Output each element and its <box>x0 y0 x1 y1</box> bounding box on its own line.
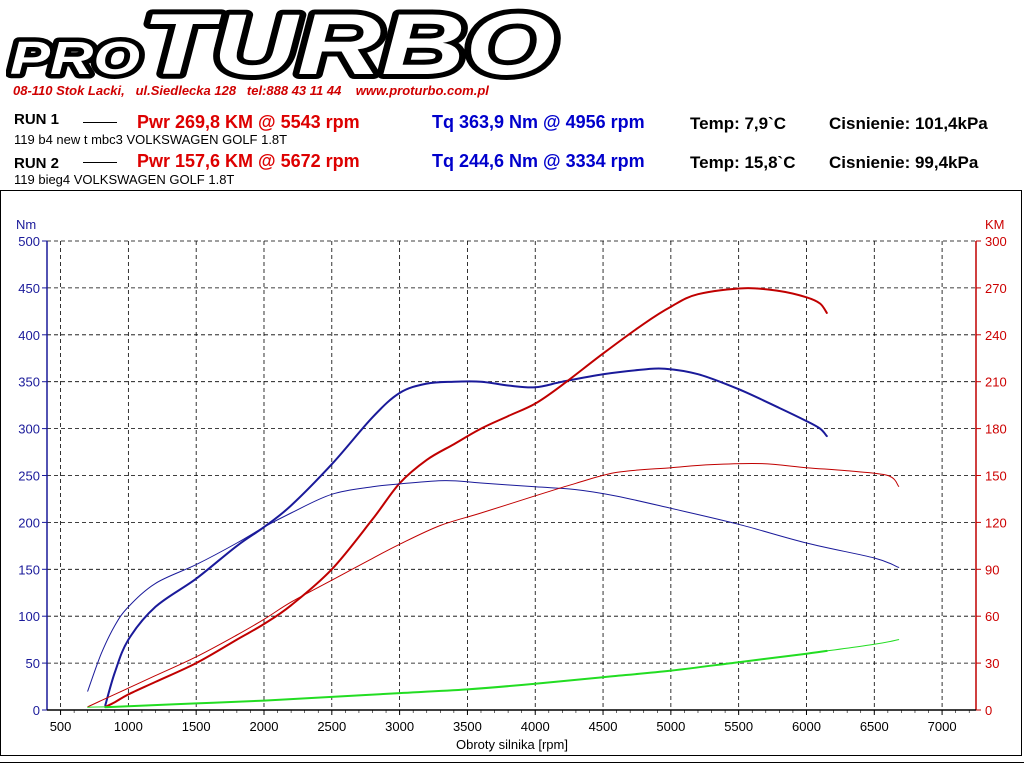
run2-temp: Temp: 15,8`C <box>690 153 796 172</box>
logo-pro-text: PRO <box>10 32 140 82</box>
x-tick-label: 6000 <box>792 719 821 734</box>
x-tick-label: 500 <box>50 719 72 734</box>
run2-torque: Tq 244,6 Nm @ 3334 rpm <box>432 151 645 171</box>
series <box>87 287 900 709</box>
y-left-tick-label: 250 <box>18 469 40 484</box>
address-line: 08-110 Stok Lacki, ul.Siedlecka 128 tel:… <box>13 83 489 98</box>
run2-pressure: Cisnienie: 99,4kPa <box>829 153 979 172</box>
grid <box>47 240 976 710</box>
y-right-tick-label: 30 <box>985 656 999 671</box>
y-right-tick-label: 270 <box>985 281 1007 296</box>
run1-description: 119 b4 new t mbc3 VOLKSWAGEN GOLF 1.8T <box>14 132 288 147</box>
x-tick-label: 2500 <box>317 719 346 734</box>
run2-line-sample <box>83 162 117 163</box>
x-tick-label: 3000 <box>385 719 414 734</box>
y-right-axis-label: KM <box>985 217 1005 232</box>
y-left-tick-label: 300 <box>18 422 40 437</box>
run1-temp: Temp: 7,9`C <box>690 114 787 133</box>
y-left-tick-label: 200 <box>18 515 40 530</box>
y-right-tick-label: 90 <box>985 562 999 577</box>
y-right-tick-label: 0 <box>985 703 992 718</box>
run1-torque: Tq 363,9 Nm @ 4956 rpm <box>432 112 645 132</box>
x-tick-label: 5000 <box>656 719 685 734</box>
x-tick-label: 4500 <box>589 719 618 734</box>
x-tick-label: 7000 <box>928 719 957 734</box>
bottom-rule <box>0 762 1024 763</box>
run1-label: RUN 1 <box>14 111 60 128</box>
x-tick-label: 1000 <box>114 719 143 734</box>
y-right-tick-label: 240 <box>985 328 1007 343</box>
x-tick-label: 2000 <box>250 719 279 734</box>
series-run1-loss-line <box>104 649 828 709</box>
series-run2-power-line <box>87 462 900 708</box>
x-axis-label: Obroty silnika [rpm] <box>456 737 568 752</box>
run2-description: 119 bieg4 VOLKSWAGEN GOLF 1.8T <box>14 172 235 187</box>
x-tick-label: 6500 <box>860 719 889 734</box>
run2-power: Pwr 157,6 KM @ 5672 rpm <box>137 151 360 171</box>
y-right-tick-label: 150 <box>985 469 1007 484</box>
y-left-tick-label: 0 <box>33 703 40 718</box>
chart-frame <box>0 190 1022 756</box>
run1-line-sample <box>83 122 117 123</box>
series-run1-torque-line <box>104 367 828 707</box>
y-left-tick-label: 100 <box>18 609 40 624</box>
y-left-tick-label: 350 <box>18 375 40 390</box>
run1-pressure: Cisnienie: 101,4kPa <box>829 114 988 133</box>
y-left-axis-label: Nm <box>16 217 36 232</box>
y-right-tick-label: 60 <box>985 609 999 624</box>
run2-label: RUN 2 <box>14 155 60 172</box>
x-tick-label: 5500 <box>724 719 753 734</box>
y-left-tick-label: 500 <box>18 234 40 249</box>
y-left-tick-label: 50 <box>26 656 40 671</box>
y-right-tick-label: 180 <box>985 422 1007 437</box>
run1-power: Pwr 269,8 KM @ 5543 rpm <box>137 112 360 132</box>
y-right-tick-label: 210 <box>985 375 1007 390</box>
x-tick-label: 3500 <box>453 719 482 734</box>
y-right-tick-label: 120 <box>985 515 1007 530</box>
y-left-tick-label: 150 <box>18 562 40 577</box>
series-run2-loss-line <box>87 639 900 708</box>
y-right-tick-label: 300 <box>985 234 1007 249</box>
axes: 0501001502002503003504004505000306090120… <box>18 234 1006 734</box>
series-run1-power-line <box>104 287 828 708</box>
proturbo-logo: PRO TURBO <box>6 2 561 82</box>
y-left-tick-label: 400 <box>18 328 40 343</box>
logo-turbo-text: TURBO <box>142 2 556 82</box>
series-run2-torque-line <box>87 480 900 692</box>
x-tick-label: 4000 <box>521 719 550 734</box>
y-left-tick-label: 450 <box>18 281 40 296</box>
x-tick-label: 1500 <box>182 719 211 734</box>
